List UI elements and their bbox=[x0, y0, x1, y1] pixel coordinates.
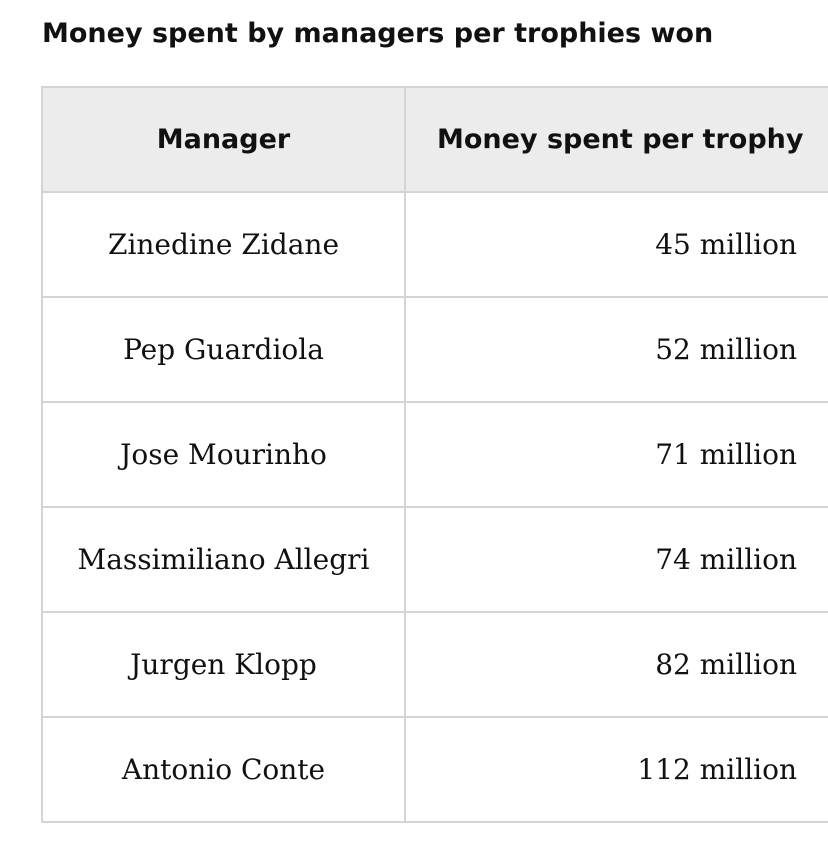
manager-cell: Massimiliano Allegri bbox=[41, 506, 406, 613]
table-row: Antonio Conte 112 million bbox=[41, 716, 828, 823]
money-cell: 52 million bbox=[404, 296, 828, 403]
money-cell: 45 million bbox=[404, 191, 828, 298]
table-header-row: Manager Money spent per trophy bbox=[41, 86, 828, 193]
table-row: Jose Mourinho 71 million bbox=[41, 401, 828, 508]
table-row: Jurgen Klopp 82 million bbox=[41, 611, 828, 718]
money-cell: 112 million bbox=[404, 716, 828, 823]
money-cell: 74 million bbox=[404, 506, 828, 613]
table-row: Pep Guardiola 52 million bbox=[41, 296, 828, 403]
manager-cell: Jurgen Klopp bbox=[41, 611, 406, 718]
table-row: Zinedine Zidane 45 million bbox=[41, 191, 828, 298]
money-cell: 82 million bbox=[404, 611, 828, 718]
table-row: Massimiliano Allegri 74 million bbox=[41, 506, 828, 613]
manager-cell: Jose Mourinho bbox=[41, 401, 406, 508]
manager-cell: Antonio Conte bbox=[41, 716, 406, 823]
manager-cell: Zinedine Zidane bbox=[41, 191, 406, 298]
column-header-money: Money spent per trophy bbox=[404, 86, 828, 193]
column-header-manager: Manager bbox=[41, 86, 406, 193]
table-container: Manager Money spent per trophy Zinedine … bbox=[41, 86, 828, 862]
money-cell: 71 million bbox=[404, 401, 828, 508]
managers-table: Manager Money spent per trophy Zinedine … bbox=[41, 86, 828, 823]
manager-cell: Pep Guardiola bbox=[41, 296, 406, 403]
page-title: Money spent by managers per trophies won bbox=[42, 18, 714, 49]
